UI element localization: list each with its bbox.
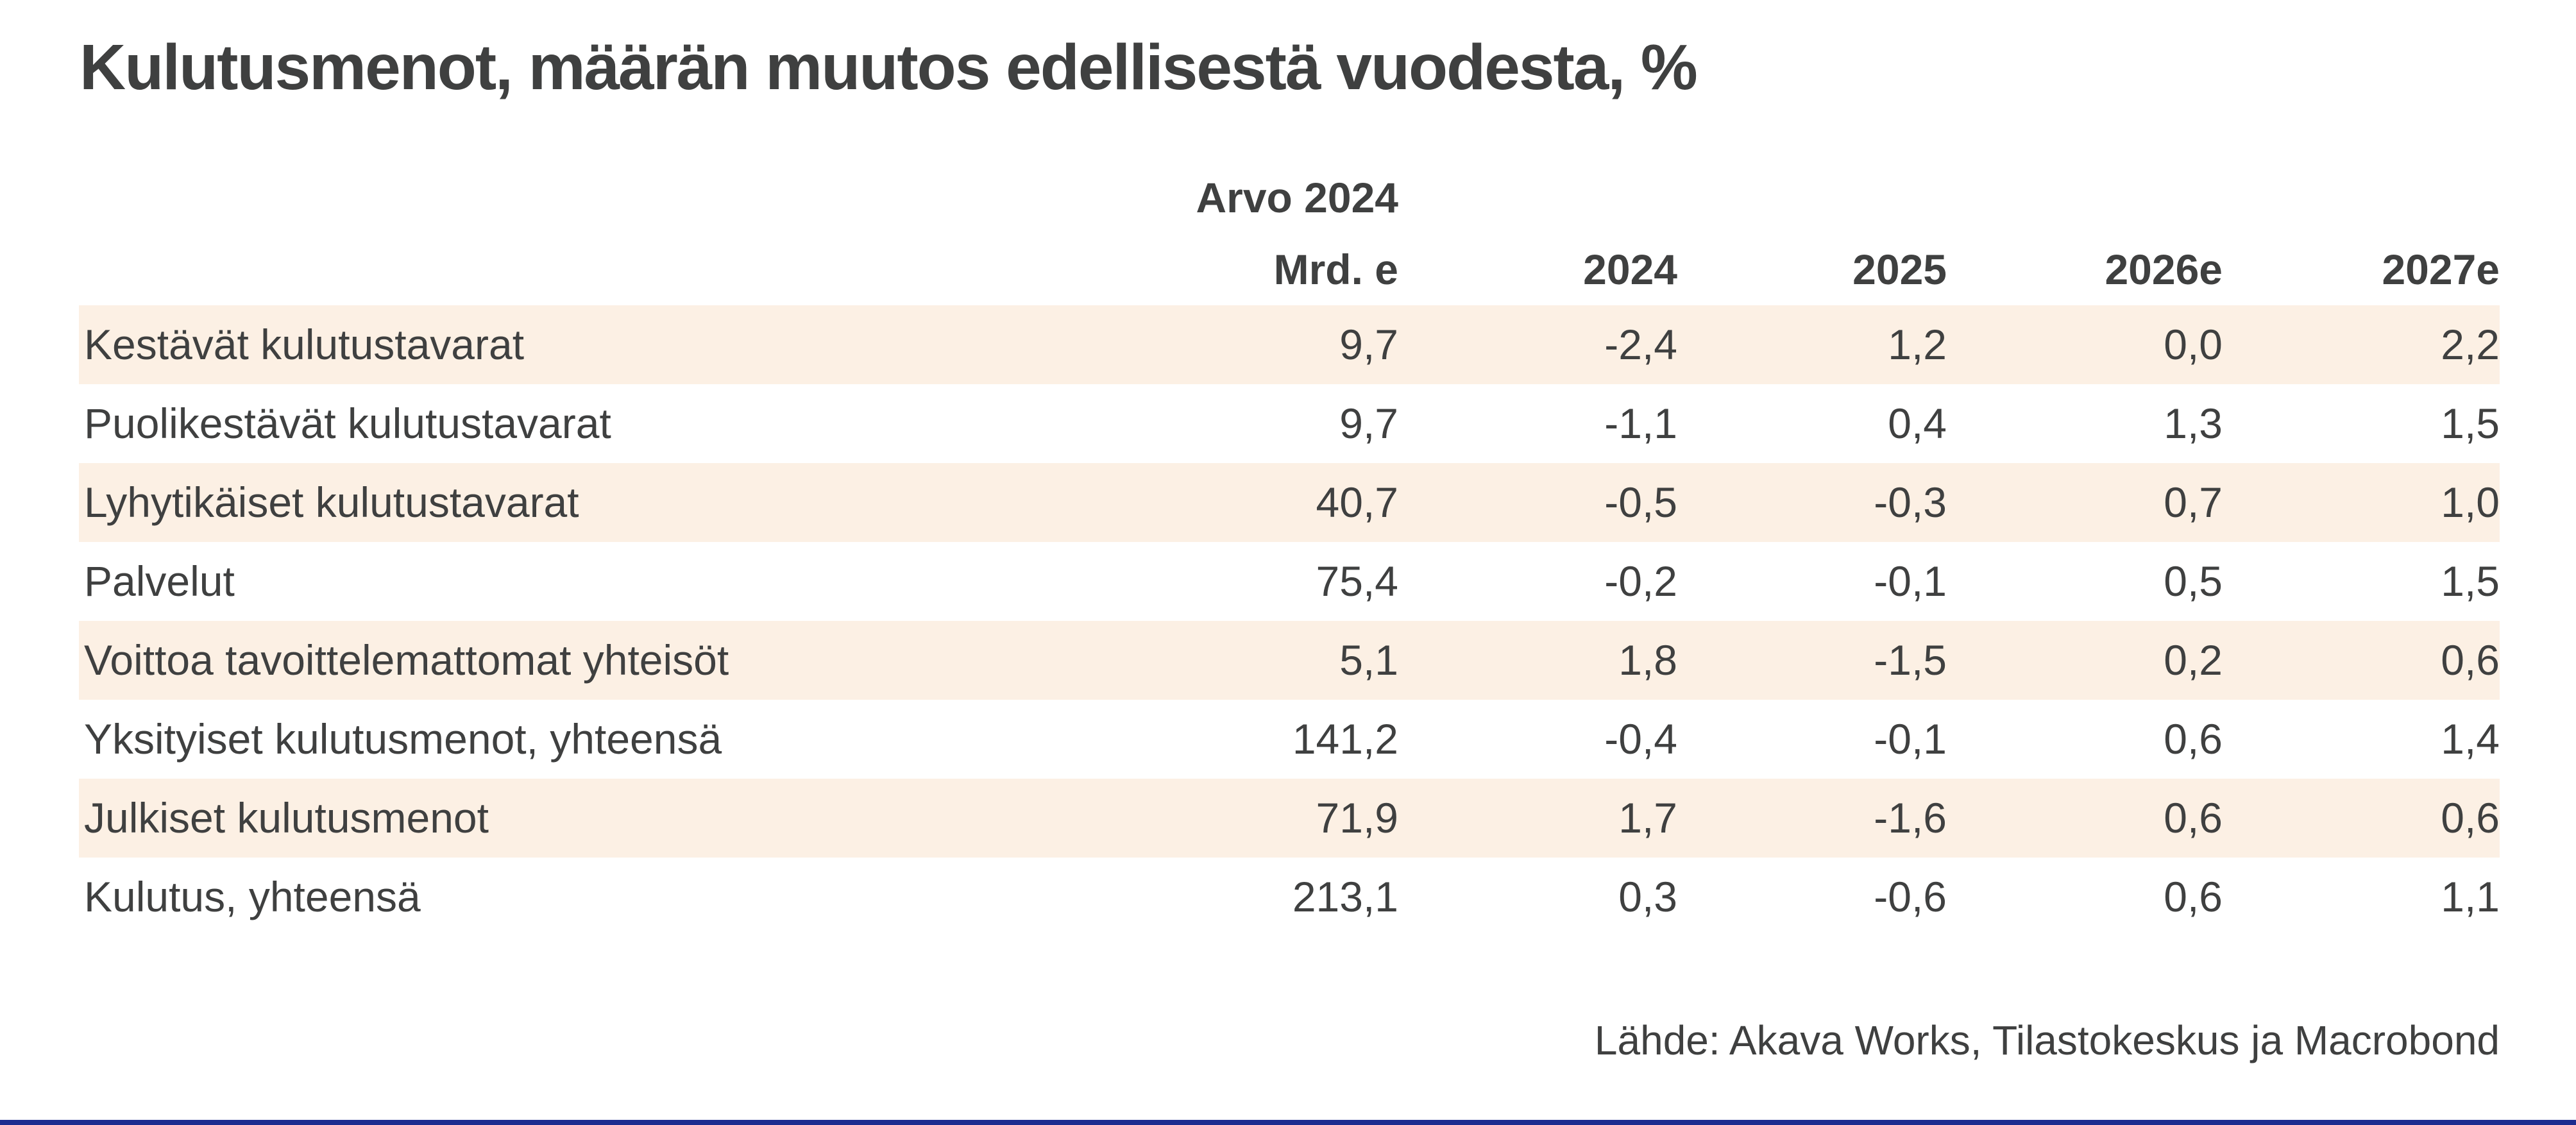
col-header-arvo-2024: Arvo 2024 <box>1196 174 1398 221</box>
row-label: Kulutus, yhteensä <box>84 873 421 920</box>
header-row-bottom: Mrd. e 2024 2025 2026e 2027e <box>79 233 2500 305</box>
cell-value: -1,5 <box>1874 636 1947 684</box>
cell-value: 0,0 <box>2164 321 2223 368</box>
cell-value: -1,6 <box>1874 794 1947 842</box>
cell-value: 1,0 <box>2441 478 2500 526</box>
table-row: Lyhytikäiset kulutustavarat 40,7 -0,5 -0… <box>79 463 2500 542</box>
cell-value: 0,6 <box>2441 794 2500 842</box>
cell-value: 1,5 <box>2441 557 2500 605</box>
cell-value: 0,6 <box>2164 715 2223 763</box>
cell-value: 1,5 <box>2441 400 2500 447</box>
col-header-2025: 2025 <box>1852 246 1947 293</box>
source-note: Lähde: Akava Works, Tilastokeskus ja Mac… <box>1594 1017 2500 1063</box>
cell-value: -0,4 <box>1604 715 1677 763</box>
cell-value: 1,7 <box>1618 794 1677 842</box>
cell-value: 9,7 <box>1339 400 1398 447</box>
table-row: Kestävät kulutustavarat 9,7 -2,4 1,2 0,0… <box>79 305 2500 384</box>
cell-value: 0,7 <box>2164 478 2223 526</box>
cell-value: 141,2 <box>1292 715 1398 763</box>
table-row: Yksityiset kulutusmenot, yhteensä 141,2 … <box>79 700 2500 779</box>
cell-value: 1,1 <box>2441 873 2500 920</box>
row-label: Kestävät kulutustavarat <box>84 321 525 368</box>
cell-value: 40,7 <box>1316 478 1398 526</box>
data-table: Arvo 2024 Mrd. e 2024 2025 2026e 2027e K… <box>79 162 2500 936</box>
cell-value: 0,6 <box>2441 636 2500 684</box>
cell-value: -0,1 <box>1874 557 1947 605</box>
cell-value: 0,3 <box>1618 873 1677 920</box>
table-row: Voittoa tavoittelemattomat yhteisöt 5,1 … <box>79 621 2500 700</box>
table-row: Kulutus, yhteensä 213,1 0,3 -0,6 0,6 1,1 <box>79 858 2500 936</box>
cell-value: 0,4 <box>1888 400 1947 447</box>
table-row: Julkiset kulutusmenot 71,9 1,7 -1,6 0,6 … <box>79 779 2500 858</box>
cell-value: -0,2 <box>1604 557 1677 605</box>
cell-value: 0,6 <box>2164 873 2223 920</box>
cell-value: 0,6 <box>2164 794 2223 842</box>
chart-title: Kulutusmenot, määrän muutos edellisestä … <box>80 31 1698 103</box>
cell-value: -0,3 <box>1874 478 1947 526</box>
cell-value: -0,5 <box>1604 478 1677 526</box>
col-header-2027e: 2027e <box>2382 246 2500 293</box>
row-label: Julkiset kulutusmenot <box>84 794 489 842</box>
header-row-top: Arvo 2024 <box>79 162 2500 233</box>
cell-value: 0,2 <box>2164 636 2223 684</box>
cell-value: -0,6 <box>1874 873 1947 920</box>
accent-bottom-bar <box>0 1120 2576 1125</box>
cell-value: 0,5 <box>2164 557 2223 605</box>
cell-value: 213,1 <box>1292 873 1398 920</box>
cell-value: 75,4 <box>1316 557 1398 605</box>
cell-value: 71,9 <box>1316 794 1398 842</box>
cell-value: 5,1 <box>1339 636 1398 684</box>
col-header-2024: 2024 <box>1583 246 1677 293</box>
col-header-mrd-e: Mrd. e <box>1273 246 1398 293</box>
row-label: Palvelut <box>84 557 235 605</box>
table-row: Palvelut 75,4 -0,2 -0,1 0,5 1,5 <box>79 542 2500 621</box>
col-header-2026e: 2026e <box>2105 246 2223 293</box>
table-row: Puolikestävät kulutustavarat 9,7 -1,1 0,… <box>79 384 2500 463</box>
cell-value: 1,8 <box>1618 636 1677 684</box>
cell-value: -1,1 <box>1604 400 1677 447</box>
cell-value: 1,3 <box>2164 400 2223 447</box>
table-body: Kestävät kulutustavarat 9,7 -2,4 1,2 0,0… <box>79 305 2500 936</box>
row-label: Voittoa tavoittelemattomat yhteisöt <box>84 636 729 684</box>
cell-value: -2,4 <box>1604 321 1677 368</box>
cell-value: 1,4 <box>2441 715 2500 763</box>
row-label: Lyhytikäiset kulutustavarat <box>84 478 579 526</box>
row-label: Yksityiset kulutusmenot, yhteensä <box>84 715 722 763</box>
cell-value: -0,1 <box>1874 715 1947 763</box>
cell-value: 9,7 <box>1339 321 1398 368</box>
cell-value: 2,2 <box>2441 321 2500 368</box>
row-label: Puolikestävät kulutustavarat <box>84 400 611 447</box>
cell-value: 1,2 <box>1888 321 1947 368</box>
